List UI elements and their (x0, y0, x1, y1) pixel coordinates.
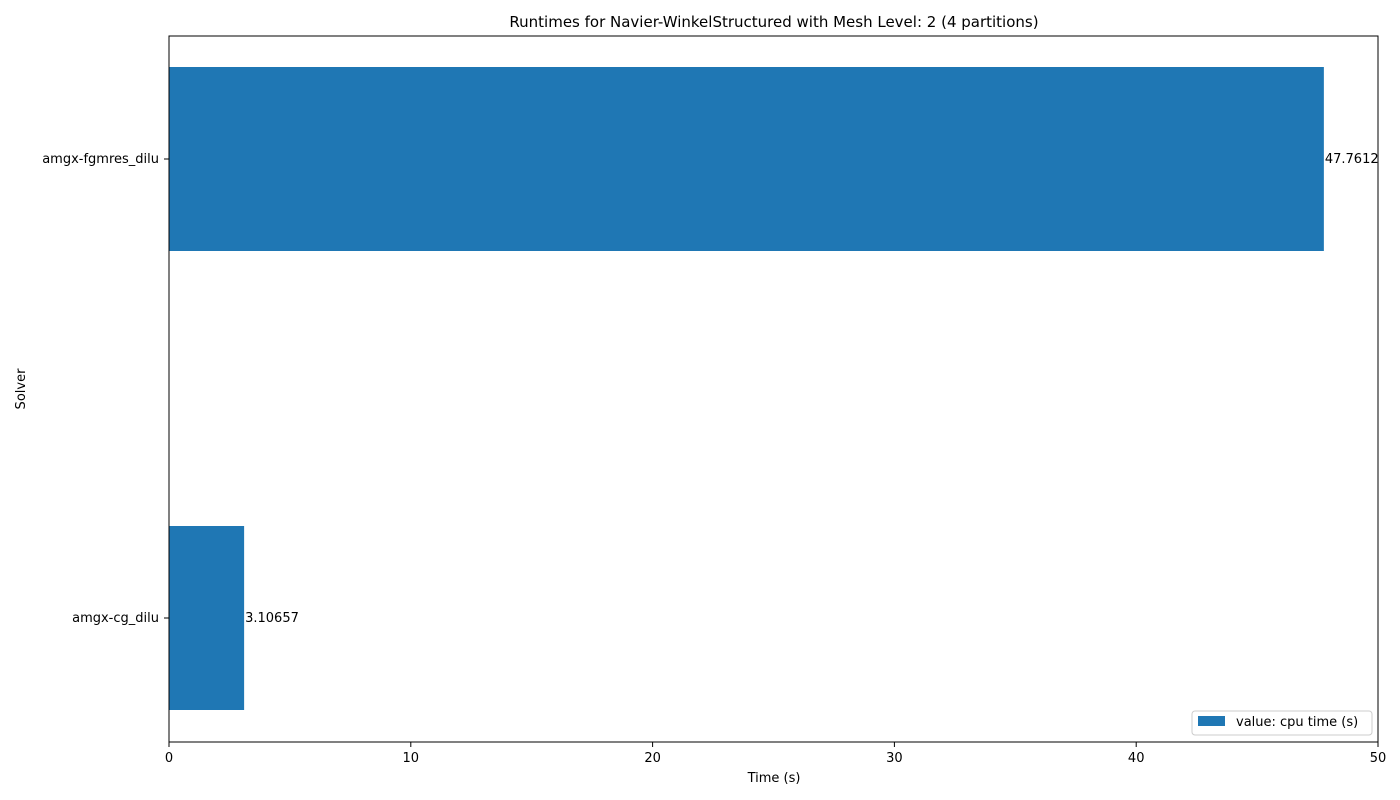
legend-label: value: cpu time (s) (1236, 715, 1358, 730)
legend-swatch (1198, 716, 1225, 726)
y-axis-label: Solver (14, 368, 29, 410)
x-axis-label: Time (s) (747, 771, 801, 786)
x-tick-label-0: 0 (165, 751, 173, 766)
bar-amgx-cg_dilu (169, 526, 245, 710)
data-label-amgx-cg_dilu: 3.10657 (245, 611, 299, 626)
legend-box (1191, 710, 1373, 736)
bar-amgx-fgmres_dilu (169, 67, 1324, 251)
y-tick-label-amgx-fgmres_dilu: amgx-fgmres_dilu (42, 152, 159, 167)
chart-title: Runtimes for Navier-WinkelStructured wit… (509, 13, 1038, 31)
y-tick-label-amgx-cg_dilu: amgx-cg_dilu (72, 611, 159, 626)
x-tick-label-50: 50 (1370, 751, 1387, 766)
x-tick-label-30: 30 (886, 751, 903, 766)
x-tick-label-20: 20 (644, 751, 661, 766)
data-label-amgx-fgmres_dilu: 47.7612 (1325, 152, 1379, 167)
x-tick-label-10: 10 (403, 751, 420, 766)
plot-area: 47.7612 amgx-fgmres_dilu 3.10657 amgx-cg_di… (42, 35, 1387, 766)
legend: value: cpu time (s) (1191, 710, 1373, 736)
axes-frame (168, 35, 1379, 743)
x-tick-label-40: 40 (1128, 751, 1145, 766)
